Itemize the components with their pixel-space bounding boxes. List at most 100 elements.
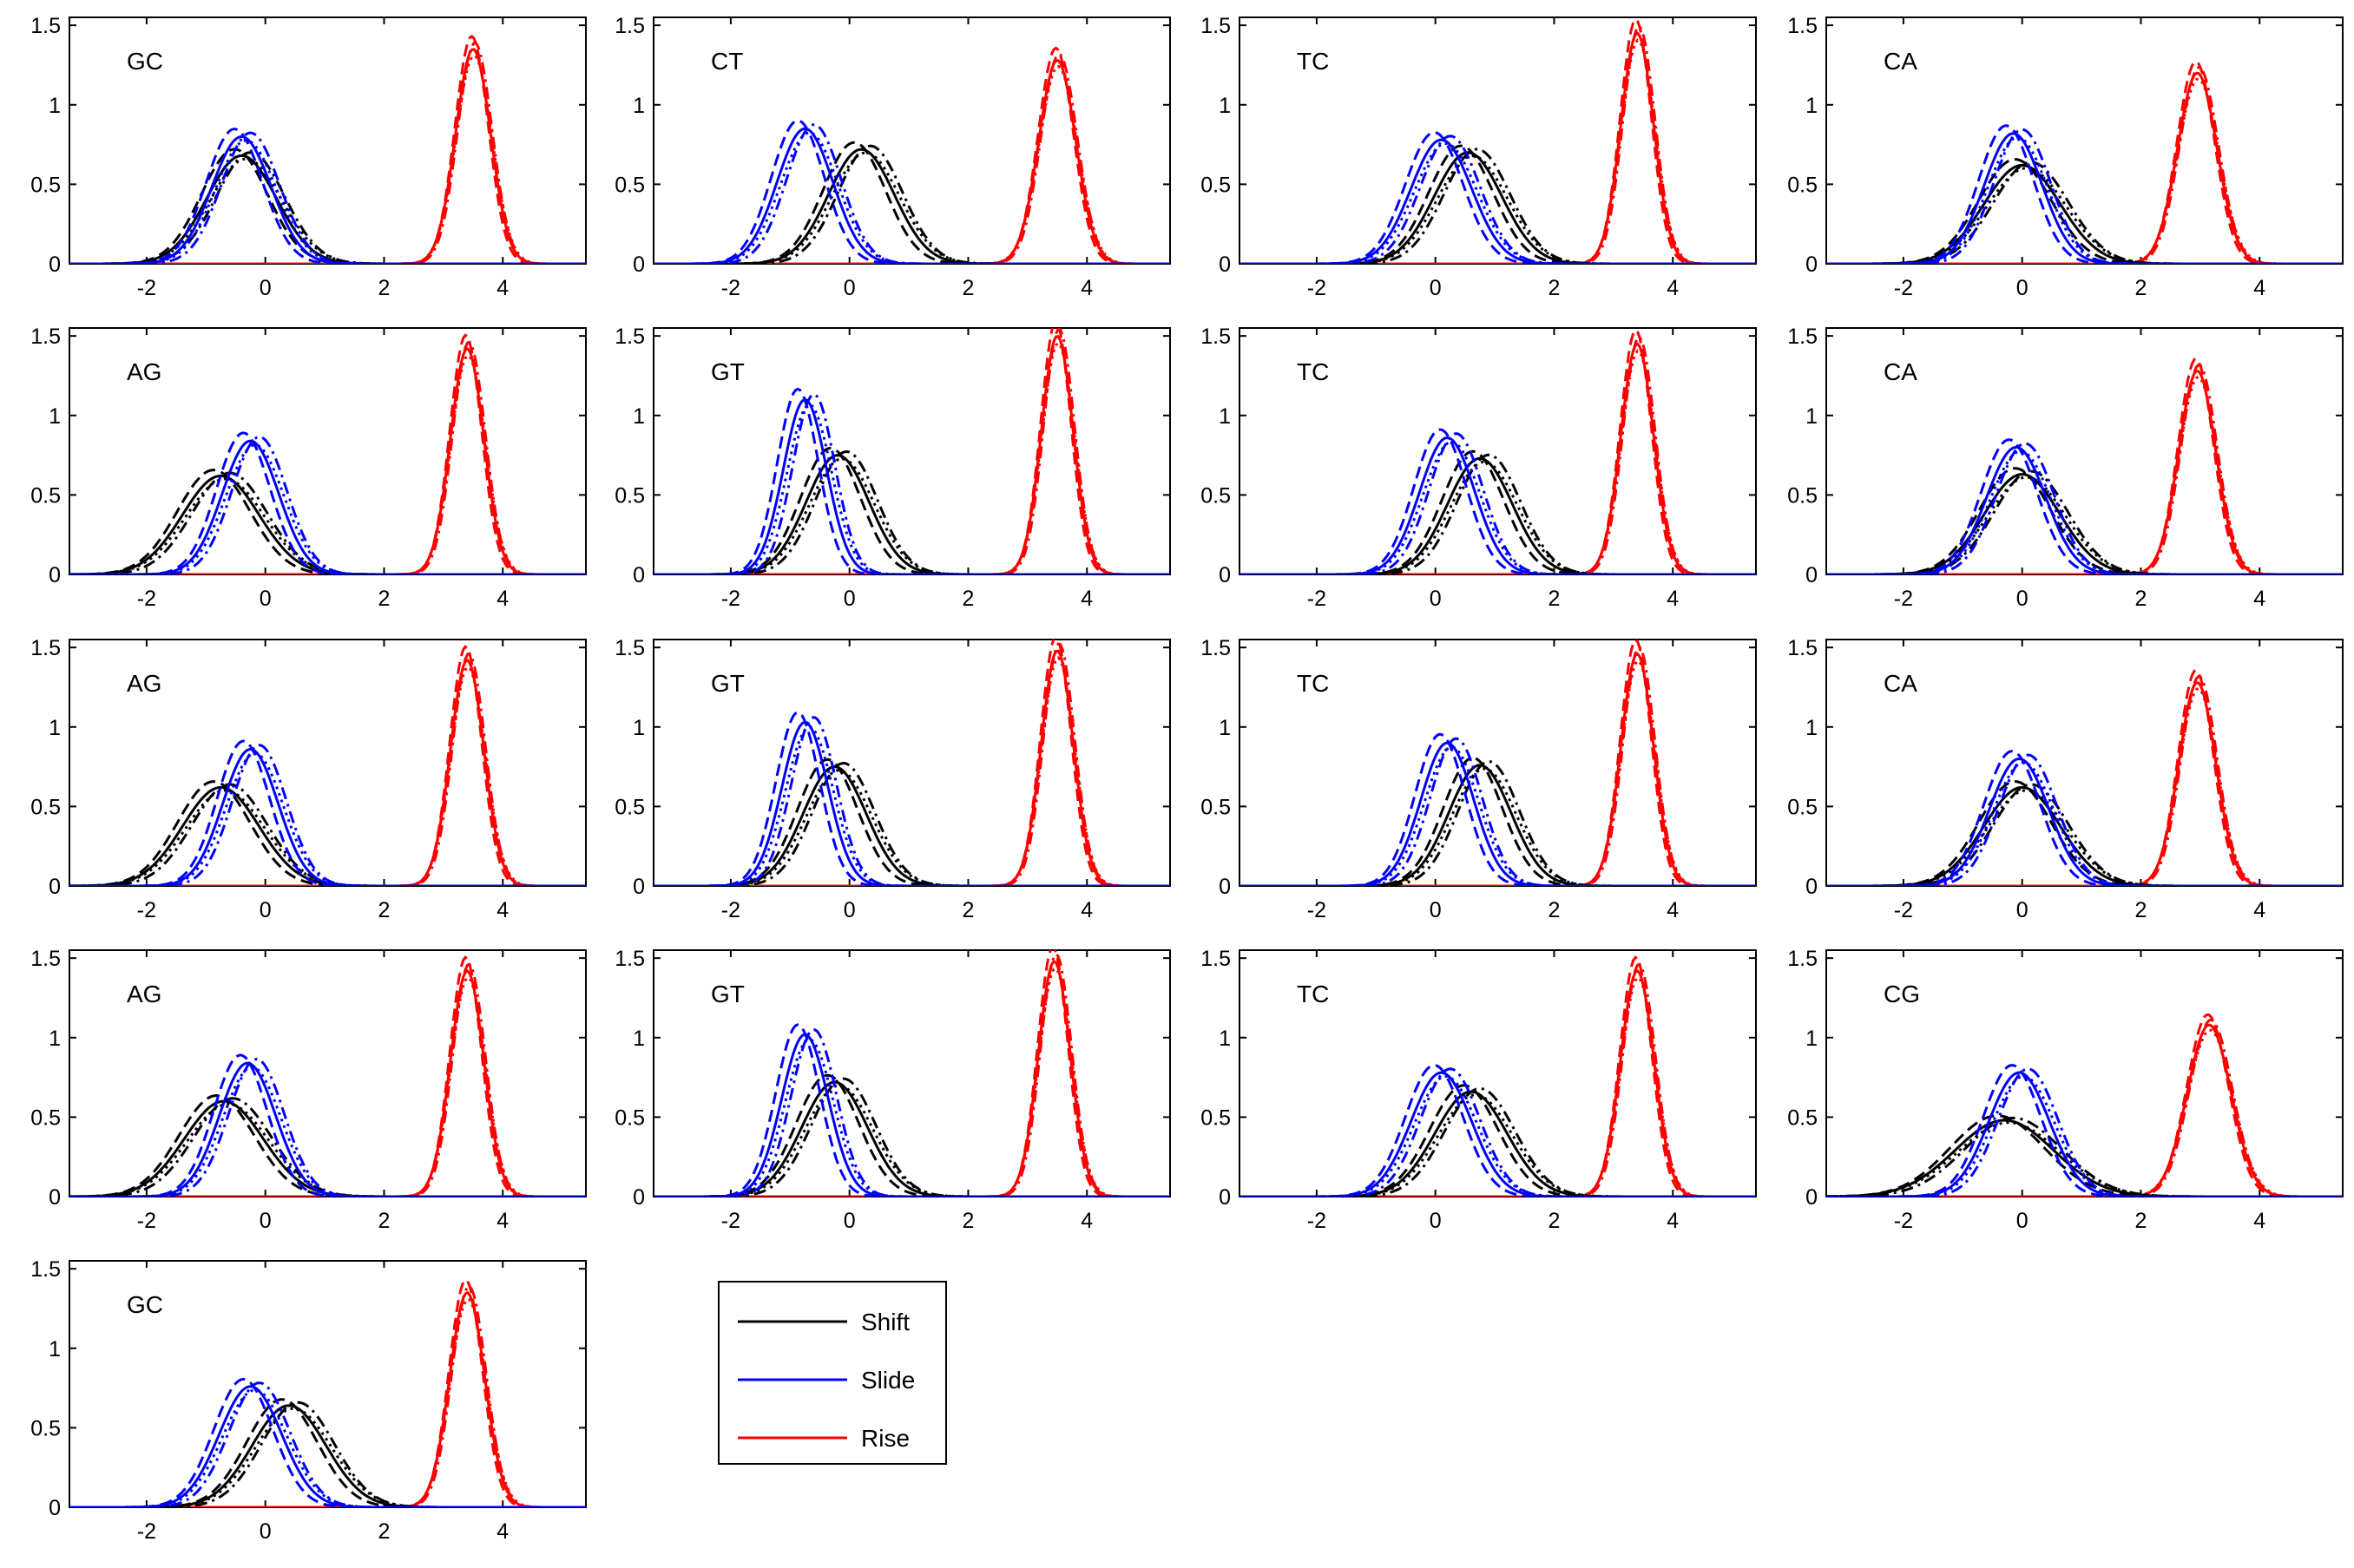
slide-curve-dashed xyxy=(654,1023,1170,1197)
x-tick-label: -2 xyxy=(1307,898,1326,922)
y-tick-label: 0 xyxy=(1219,563,1231,587)
slide-curve-dashdot xyxy=(1826,1067,2343,1197)
panel-5: -2 0 2 4 0 0.5 1 1.5 AG xyxy=(30,325,587,611)
x-tick-label: 4 xyxy=(2253,898,2265,922)
panel-label: CA xyxy=(1884,670,1917,697)
rise-curve-solid xyxy=(654,334,1170,574)
rise-curve-dashdot xyxy=(1826,1018,2343,1197)
slide-curve-dashed xyxy=(1826,438,2343,574)
shift-curve-dashdot xyxy=(1239,760,1756,886)
x-tick-label: -2 xyxy=(137,276,156,300)
y-tick-label: 0.5 xyxy=(1787,483,1818,508)
y-tick-label: 1 xyxy=(633,94,645,118)
rise-curve-dashed xyxy=(69,333,586,574)
slide-curve-dashed xyxy=(69,431,586,574)
shift-curve-dotted xyxy=(1239,460,1756,574)
x-tick-label: 0 xyxy=(2016,587,2029,611)
y-tick-label: 0 xyxy=(49,253,61,277)
shift-curve-dashed xyxy=(69,469,586,574)
shift-curve-solid xyxy=(1826,785,2343,886)
rise-curve-dashdot xyxy=(69,42,586,264)
rise-curve-dashdot xyxy=(654,642,1170,886)
slide-curve-solid xyxy=(1239,1071,1756,1197)
slide-curve-dotted xyxy=(654,1038,1170,1197)
slide-curve-dashed xyxy=(1239,1064,1756,1197)
rise-curve-dotted xyxy=(69,1297,586,1507)
panel-12: -2 0 2 4 0 0.5 1 1.5 CA xyxy=(1787,636,2344,922)
rise-curve-solid xyxy=(69,48,586,264)
x-tick-label: 0 xyxy=(260,1209,272,1233)
rise-curve-dashed xyxy=(654,46,1170,264)
x-tick-label: -2 xyxy=(1894,898,1913,922)
panel-label: GC xyxy=(127,48,163,75)
slide-curve-dashdot xyxy=(654,716,1170,886)
x-tick-label: 0 xyxy=(260,276,272,300)
y-tick-label: 0 xyxy=(1805,563,1818,587)
shift-curve-dashdot xyxy=(1239,1086,1756,1197)
y-tick-label: 0.5 xyxy=(30,1105,61,1130)
shift-curve-dashed xyxy=(654,758,1170,886)
panel-label: CT xyxy=(711,48,743,75)
rise-curve-solid xyxy=(69,968,586,1197)
y-tick-label: 0 xyxy=(1805,875,1818,899)
slide-curve-dotted xyxy=(1826,449,2343,574)
y-tick-label: 1 xyxy=(1219,716,1231,740)
rise-curve-solid xyxy=(69,1290,586,1507)
y-tick-label: 1.5 xyxy=(1200,325,1231,349)
slide-curve-dashed xyxy=(1826,124,2343,264)
y-tick-label: 0.5 xyxy=(615,173,645,197)
x-tick-label: 2 xyxy=(378,1209,391,1233)
rise-curve-dashed xyxy=(1239,17,1756,264)
legend-label-rise: Rise xyxy=(861,1425,910,1452)
panel-4: -2 0 2 4 0 0.5 1 1.5 CA xyxy=(1787,14,2344,300)
slide-curve-dashed xyxy=(69,1053,586,1197)
panel-label: GC xyxy=(127,1291,163,1318)
panel-10: -2 0 2 4 0 0.5 1 1.5 GT xyxy=(615,636,1171,922)
y-tick-label: 0 xyxy=(633,563,645,587)
panel-17: -2 0 2 4 0 0.5 1 1.5 GC xyxy=(30,1257,587,1544)
y-tick-label: 1.5 xyxy=(30,1257,61,1282)
slide-curve-solid xyxy=(654,1033,1170,1197)
rise-curve-dotted xyxy=(1826,375,2343,574)
rise-curve-dashdot xyxy=(69,1284,586,1507)
y-tick-label: 0 xyxy=(633,253,645,277)
x-tick-label: 0 xyxy=(844,587,856,611)
panel-label: GT xyxy=(711,981,745,1007)
x-tick-label: 2 xyxy=(1549,898,1561,922)
rise-curve-dashed xyxy=(654,950,1170,1197)
y-tick-label: 1.5 xyxy=(1200,636,1231,660)
y-tick-label: 1 xyxy=(1219,1027,1231,1051)
y-tick-label: 0 xyxy=(1805,253,1818,277)
panel-label: AG xyxy=(127,981,161,1007)
panel-label: CA xyxy=(1884,358,1917,385)
panel-9: -2 0 2 4 0 0.5 1 1.5 AG xyxy=(30,636,587,922)
shift-curve-dotted xyxy=(69,477,586,574)
x-tick-label: 4 xyxy=(496,276,509,300)
panel-2: -2 0 2 4 0 0.5 1 1.5 CT xyxy=(615,14,1171,300)
slide-curve-dashdot xyxy=(1239,432,1756,574)
shift-curve-dotted xyxy=(1239,767,1756,886)
panel-label: CG xyxy=(1884,981,1920,1007)
slide-curve-dashed xyxy=(1826,1064,2343,1197)
shift-curve-dashed xyxy=(654,446,1170,574)
y-tick-label: 0.5 xyxy=(30,1416,61,1440)
x-tick-label: 2 xyxy=(2135,898,2147,922)
slide-curve-solid xyxy=(654,720,1170,886)
legend: Shift Slide Rise xyxy=(718,1281,947,1465)
shift-curve-solid xyxy=(1239,151,1756,264)
slide-curve-solid xyxy=(1826,445,2343,574)
slide-curve-dashdot xyxy=(1239,737,1756,886)
slide-curve-solid xyxy=(654,398,1170,574)
y-tick-label: 1.5 xyxy=(615,636,645,660)
slide-curve-dashed xyxy=(69,1377,586,1507)
y-tick-label: 0.5 xyxy=(1200,173,1231,197)
y-tick-label: 1.5 xyxy=(1200,14,1231,38)
slide-curve-dashed xyxy=(1239,131,1756,264)
x-tick-label: -2 xyxy=(1307,587,1326,611)
x-tick-label: 0 xyxy=(1430,1209,1442,1233)
y-tick-label: 0 xyxy=(1219,1185,1231,1210)
y-tick-label: 1.5 xyxy=(30,14,61,38)
slide-curve-dashdot xyxy=(1826,442,2343,574)
shift-curve-dashdot xyxy=(1239,148,1756,264)
